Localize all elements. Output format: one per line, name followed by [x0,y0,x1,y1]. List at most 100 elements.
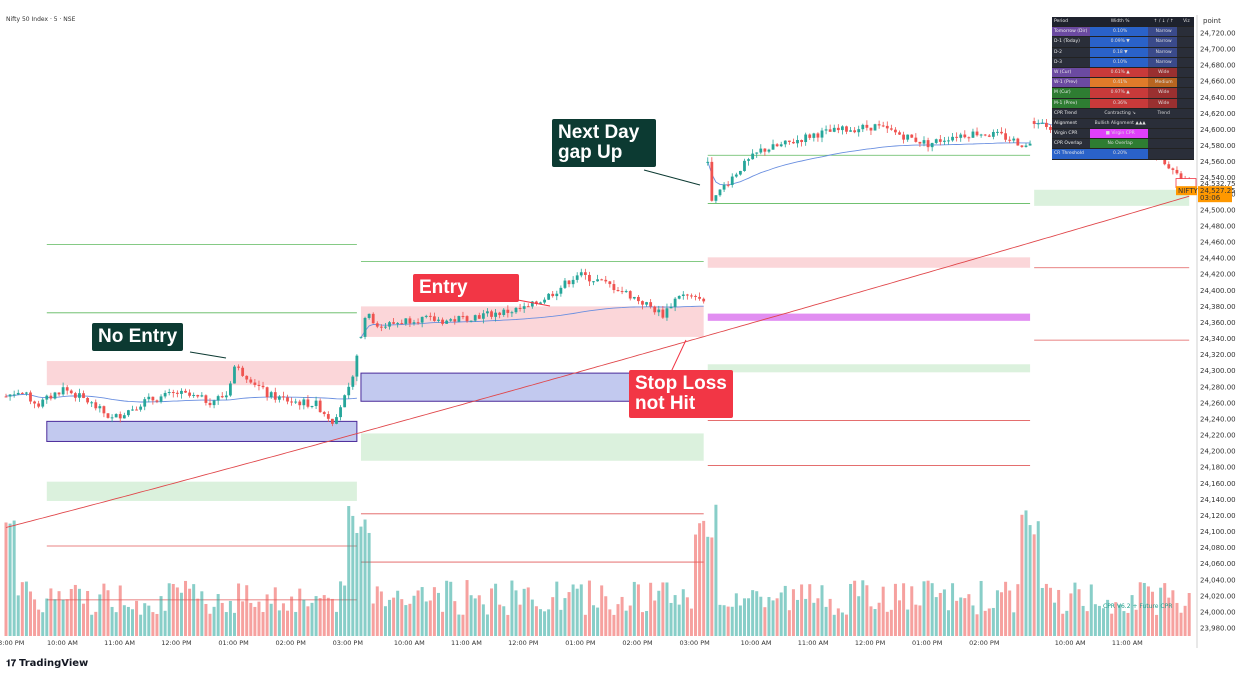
candle-body-78 [322,412,326,415]
volume-bar-248 [1016,584,1020,636]
candle-body-35 [147,396,151,400]
ema-line [5,195,1190,528]
table-cell [1148,129,1177,139]
note-stop-loss[interactable]: Stop Loss not Hit [629,370,733,418]
volume-bar-187 [767,597,771,636]
candle-body-217 [889,128,893,130]
volume-bar-167 [685,597,689,636]
table-cell: Narrow [1148,27,1177,37]
volume-bar-47 [196,598,200,636]
candle-body-193 [792,141,795,144]
table-cell: Width % [1089,17,1149,27]
volume-bar-188 [771,600,775,636]
candle-body-85 [351,376,355,387]
note-next-day-gap-up[interactable]: Next Day gap Up [552,119,656,167]
candle-body-120 [494,312,497,317]
volume-bar-214 [877,602,881,636]
candle-body-189 [775,144,779,147]
candle-body-96 [396,323,400,325]
volume-bar-146 [600,585,604,636]
volume-bar-258 [1057,589,1061,636]
volume-bar-226 [926,580,930,636]
candle-body-254 [1040,122,1044,124]
table-cell: 0.09% ▼ [1089,37,1149,47]
candle-body-251 [1028,143,1032,146]
candle-body-112 [461,316,465,318]
candle-body-154 [632,296,636,299]
volume-bar-268 [1097,605,1101,636]
volume-bar-168 [689,608,693,636]
volume-bar-116 [477,595,481,636]
volume-bar-290 [1187,593,1191,636]
volume-bar-140 [575,588,579,636]
volume-bar-247 [1012,612,1016,636]
volume-bar-60 [249,602,253,636]
volume-bar-262 [1073,582,1077,636]
volume-bar-145 [596,607,600,636]
volume-bar-58 [241,601,245,636]
candle-body-101 [416,322,420,324]
candle-body-211 [865,124,869,128]
candle-body-153 [628,291,632,299]
x-tick-label: 02:00 PM [622,639,652,647]
candle-body-59 [245,375,249,380]
candle-body-150 [616,290,620,292]
volume-bar-149 [612,614,616,636]
table-cell [1176,129,1194,139]
volume-bar-2 [12,520,16,636]
volume-bar-113 [465,580,469,636]
candle-body-239 [979,134,983,136]
candle-body-194 [796,140,799,144]
volume-bar-204 [836,608,840,636]
y-tick-label: 24,480.00 [1200,222,1236,230]
volume-bar-283 [1159,587,1163,636]
candle-body-218 [894,129,897,133]
table-cell: 0.97% ▲ [1089,88,1149,98]
volume-bar-284 [1163,583,1167,636]
volume-bar-199 [816,598,820,636]
volume-bar-281 [1150,591,1154,636]
volume-bar-128 [526,587,530,636]
candle-body-105 [433,316,436,321]
volume-bar-48 [200,591,204,636]
table-header: Period Width % ↑ / ↓ / ↑ Viz [1052,17,1194,28]
volume-bar-41 [171,583,175,636]
candle-body-70 [290,401,293,403]
candle-body-1 [8,394,12,397]
zone-resistance-0 [46,361,357,386]
volume-bar-238 [975,614,979,636]
candle-body-75 [310,405,314,407]
volume-bar-250 [1024,510,1028,636]
table-cell: 0.41% [1089,78,1149,88]
table-cell [1176,149,1194,159]
x-tick-label: 11:00 AM [798,639,829,647]
volume-bar-152 [624,610,628,636]
volume-bar-44 [184,580,188,636]
candle-body-92 [379,326,383,328]
y-tick-label: 24,200.00 [1200,448,1236,456]
table-cell [1176,118,1194,129]
candle-body-8 [37,403,41,407]
y-tick-label: 24,100.00 [1200,528,1236,536]
x-tick-label: 10:00 AM [394,639,425,647]
candle-body-177 [726,184,730,186]
table-row: M-1 (Prev) 0.36% Wide [1052,98,1194,109]
table-cell: Narrow [1148,57,1177,67]
candle-body-57 [237,366,240,368]
volume-bar-73 [302,599,306,636]
volume-bar-287 [1175,602,1179,636]
candle-body-56 [233,366,236,384]
note-entry[interactable]: Entry [413,274,519,302]
candle-body-199 [816,133,820,138]
table-cell: 0.61% ▲ [1089,67,1149,78]
candle-body-61 [253,382,257,385]
countdown: 03:06 [1200,194,1221,202]
note-no-entry[interactable]: No Entry [92,323,184,351]
x-tick-label: 12:00 PM [855,639,885,647]
candle-body-172 [706,161,710,163]
volume-bar-241 [987,608,991,636]
candle-body-144 [592,281,595,283]
volume-bar-43 [179,592,183,636]
volume-bar-154 [632,581,636,636]
brand-logo[interactable]: 𝟏𝟕 TradingView [6,658,88,669]
